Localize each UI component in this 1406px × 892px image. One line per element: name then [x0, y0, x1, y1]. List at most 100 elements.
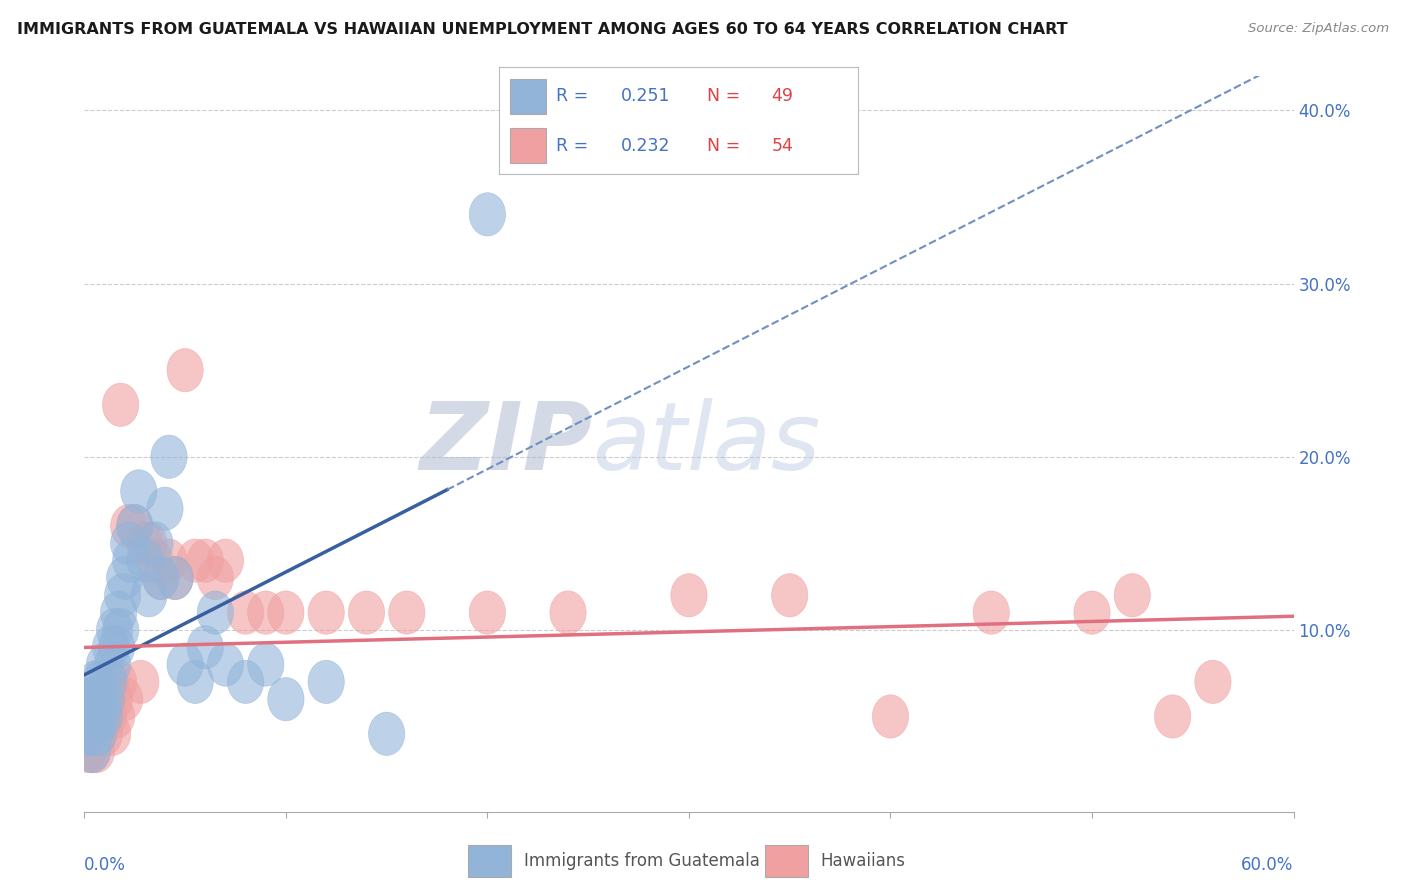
Ellipse shape [267, 591, 304, 634]
Ellipse shape [247, 643, 284, 686]
Ellipse shape [388, 591, 425, 634]
Ellipse shape [157, 557, 193, 599]
Ellipse shape [86, 712, 122, 756]
Ellipse shape [86, 695, 122, 739]
FancyBboxPatch shape [765, 846, 808, 878]
Ellipse shape [1114, 574, 1150, 617]
Ellipse shape [122, 660, 159, 704]
Ellipse shape [177, 539, 214, 582]
Ellipse shape [1154, 695, 1191, 739]
Ellipse shape [127, 539, 163, 582]
Text: 0.251: 0.251 [621, 87, 671, 105]
Ellipse shape [1074, 591, 1111, 634]
FancyBboxPatch shape [510, 78, 546, 114]
Ellipse shape [79, 660, 115, 704]
Ellipse shape [143, 557, 179, 599]
Text: Immigrants from Guatemala: Immigrants from Guatemala [523, 852, 759, 871]
Ellipse shape [470, 591, 506, 634]
Ellipse shape [75, 730, 111, 772]
Ellipse shape [207, 643, 243, 686]
Ellipse shape [69, 712, 104, 756]
Ellipse shape [112, 539, 149, 582]
Ellipse shape [470, 193, 506, 236]
Text: N =: N = [707, 87, 745, 105]
Ellipse shape [94, 643, 131, 686]
Ellipse shape [157, 557, 193, 599]
Ellipse shape [247, 591, 284, 634]
Ellipse shape [772, 574, 808, 617]
Ellipse shape [80, 712, 117, 756]
Text: 0.0%: 0.0% [84, 856, 127, 874]
Ellipse shape [111, 504, 146, 548]
Ellipse shape [80, 678, 117, 721]
Ellipse shape [70, 730, 107, 772]
Text: 60.0%: 60.0% [1241, 856, 1294, 874]
Text: 54: 54 [772, 136, 793, 154]
FancyBboxPatch shape [510, 128, 546, 163]
Ellipse shape [72, 678, 108, 721]
Ellipse shape [131, 574, 167, 617]
Text: 49: 49 [772, 87, 793, 105]
Ellipse shape [207, 539, 243, 582]
Ellipse shape [89, 678, 125, 721]
Text: Hawaiians: Hawaiians [821, 852, 905, 871]
Ellipse shape [104, 574, 141, 617]
Ellipse shape [177, 660, 214, 704]
Ellipse shape [83, 660, 118, 704]
Ellipse shape [308, 660, 344, 704]
Text: atlas: atlas [592, 398, 821, 490]
Ellipse shape [79, 730, 115, 772]
Ellipse shape [150, 435, 187, 478]
Ellipse shape [94, 712, 131, 756]
Ellipse shape [197, 591, 233, 634]
Ellipse shape [146, 487, 183, 531]
Ellipse shape [72, 678, 108, 721]
Ellipse shape [72, 712, 108, 756]
Ellipse shape [100, 660, 136, 704]
Ellipse shape [308, 591, 344, 634]
Ellipse shape [98, 625, 135, 669]
Ellipse shape [167, 643, 204, 686]
Text: ZIP: ZIP [419, 398, 592, 490]
Ellipse shape [89, 678, 125, 721]
Ellipse shape [75, 695, 111, 739]
Ellipse shape [228, 591, 264, 634]
Ellipse shape [97, 678, 132, 721]
Ellipse shape [671, 574, 707, 617]
Ellipse shape [72, 712, 108, 756]
Ellipse shape [143, 557, 179, 599]
Text: Source: ZipAtlas.com: Source: ZipAtlas.com [1249, 22, 1389, 36]
Ellipse shape [228, 660, 264, 704]
Text: R =: R = [557, 87, 595, 105]
Ellipse shape [76, 712, 112, 756]
Ellipse shape [550, 591, 586, 634]
Ellipse shape [83, 678, 118, 721]
Ellipse shape [117, 504, 153, 548]
Text: 0.232: 0.232 [621, 136, 671, 154]
Ellipse shape [90, 695, 127, 739]
Ellipse shape [70, 695, 107, 739]
Ellipse shape [93, 660, 129, 704]
Ellipse shape [86, 643, 122, 686]
Ellipse shape [167, 349, 204, 392]
Ellipse shape [90, 660, 127, 704]
Ellipse shape [70, 695, 107, 739]
Ellipse shape [84, 678, 121, 721]
Ellipse shape [111, 522, 146, 565]
Ellipse shape [131, 522, 167, 565]
Ellipse shape [79, 695, 115, 739]
Ellipse shape [80, 712, 117, 756]
Ellipse shape [368, 712, 405, 756]
FancyBboxPatch shape [468, 846, 512, 878]
Ellipse shape [76, 678, 112, 721]
Ellipse shape [100, 591, 136, 634]
Ellipse shape [267, 678, 304, 721]
Ellipse shape [97, 608, 132, 651]
Ellipse shape [117, 504, 153, 548]
Ellipse shape [84, 695, 121, 739]
Ellipse shape [76, 712, 112, 756]
Ellipse shape [973, 591, 1010, 634]
Ellipse shape [1195, 660, 1232, 704]
Text: IMMIGRANTS FROM GUATEMALA VS HAWAIIAN UNEMPLOYMENT AMONG AGES 60 TO 64 YEARS COR: IMMIGRANTS FROM GUATEMALA VS HAWAIIAN UN… [17, 22, 1067, 37]
Ellipse shape [69, 712, 104, 756]
